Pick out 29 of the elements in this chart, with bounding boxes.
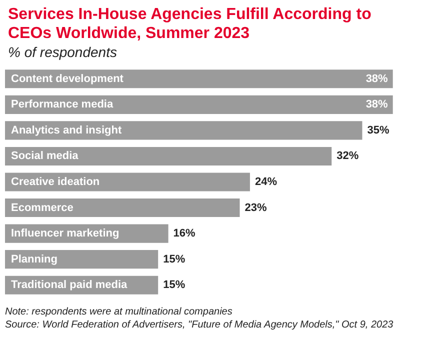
data-label: 38% bbox=[366, 98, 388, 111]
y-tick-label: Analytics and insight bbox=[11, 124, 122, 136]
chart-subtitle: % of respondents bbox=[8, 44, 117, 60]
source-note: Source: World Federation of Advertisers, "Future of Media Agency Models," Oct 9, 2023 bbox=[5, 320, 394, 330]
data-label: 15% bbox=[163, 279, 186, 292]
y-tick-label: Creative ideation bbox=[11, 176, 100, 188]
y-tick-label: Social media bbox=[11, 150, 80, 162]
data-label: 38% bbox=[366, 72, 388, 85]
y-tick-label: Traditional paid media bbox=[11, 279, 128, 292]
y-tick-label: Influencer marketing bbox=[11, 228, 120, 240]
data-label: 35% bbox=[367, 124, 390, 136]
bar bbox=[5, 198, 240, 218]
data-label: 24% bbox=[254, 176, 278, 188]
bar bbox=[5, 250, 158, 269]
bar bbox=[5, 121, 362, 140]
data-label: 16% bbox=[173, 228, 196, 240]
data-label: 15% bbox=[163, 253, 186, 266]
bar bbox=[5, 146, 332, 166]
data-label: 23% bbox=[244, 202, 267, 214]
data-label: 32% bbox=[336, 150, 359, 162]
y-tick-label: Content development bbox=[11, 72, 124, 85]
y-tick-label: Performance media bbox=[11, 98, 114, 111]
bar bbox=[5, 95, 393, 114]
chart-title: Services In-House Agencies Fulfill According to CEOs Worldwide, Summer 2023 bbox=[8, 6, 372, 42]
bar bbox=[5, 70, 393, 88]
text: Note: respondents were at multinational companies bbox=[5, 306, 232, 318]
y-tick-label: Planning bbox=[11, 253, 58, 266]
bar bbox=[5, 172, 250, 192]
y-tick-label: Ecommerce bbox=[11, 202, 74, 214]
